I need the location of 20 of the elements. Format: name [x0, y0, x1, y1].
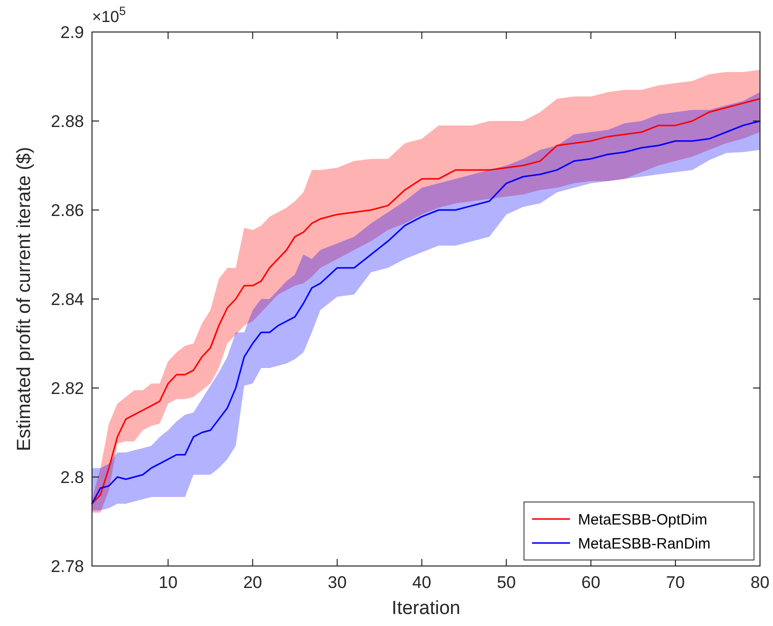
y-tick-label: 2.84	[50, 290, 84, 309]
x-tick-label: 60	[581, 573, 600, 592]
text: ×10$^{5}$	[92, 4, 126, 26]
y-tick-label: 2.8	[60, 468, 84, 487]
legend-label: MetaESBB-RanDim	[578, 535, 711, 552]
x-tick-label: 20	[243, 573, 262, 592]
y-tick-label: 2.78	[50, 556, 84, 576]
y-tick-label: 2.82	[50, 378, 84, 398]
y-tick-label: 2.86	[50, 200, 84, 220]
x-axis-title: Iteration	[392, 598, 460, 619]
y-tick-label: 2.88	[50, 112, 84, 131]
x-tick-label: 30	[328, 573, 347, 592]
legend-label: MetaESBB-OptDim	[578, 511, 708, 528]
y-axis-title: Estimated profit of current iterate ($)	[14, 146, 35, 452]
y-tick-label: 2.9	[60, 22, 84, 42]
x-tick-label: 40	[412, 573, 432, 592]
x-tick-label: 70	[666, 573, 685, 592]
x-tick-label: 80	[750, 573, 770, 592]
x-tick-label: 50	[496, 573, 516, 592]
x-tick-label: 10	[158, 573, 178, 592]
